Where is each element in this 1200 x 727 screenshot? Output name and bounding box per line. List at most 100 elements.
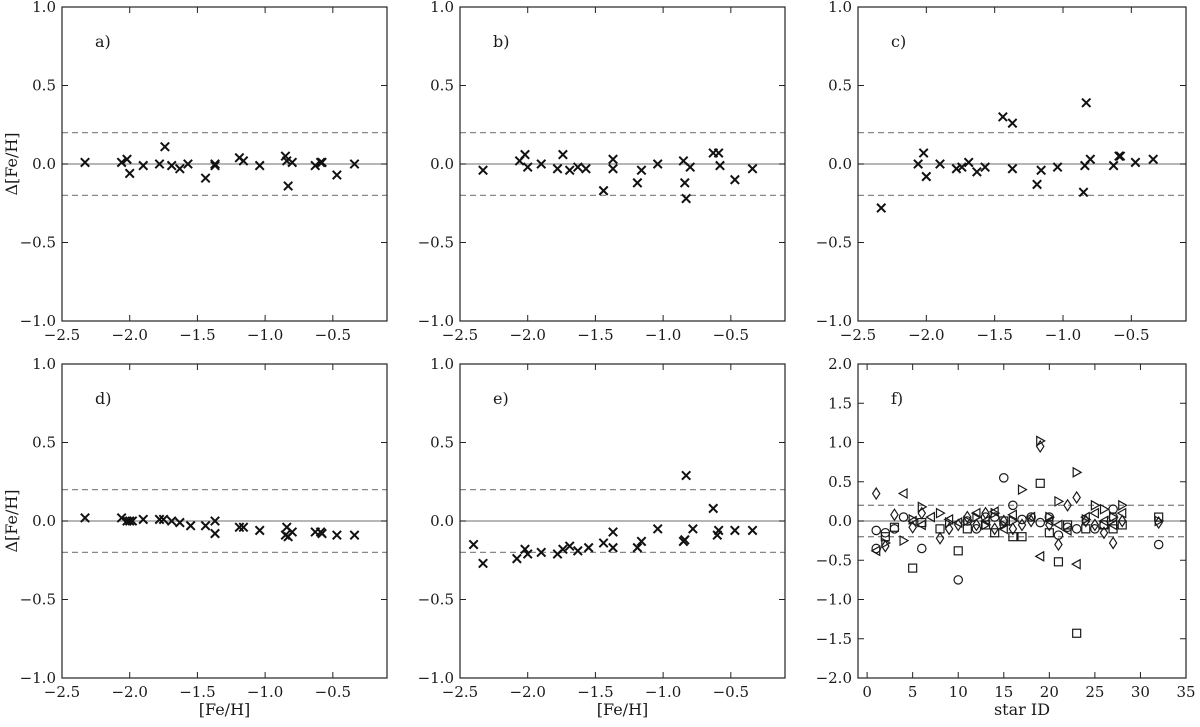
data-point-x <box>154 514 165 525</box>
data-point-triangle-left <box>897 487 908 500</box>
data-point-triangle-left <box>1070 558 1081 570</box>
data-point-x <box>183 159 193 169</box>
data-point-x <box>520 149 530 160</box>
data-point-triangle-left <box>1061 524 1072 536</box>
data-point-x <box>708 503 719 514</box>
data-point-triangle-left <box>1098 515 1109 527</box>
data-point-x <box>287 157 298 168</box>
data-point-x <box>254 525 265 536</box>
x-tick-label: −2.0 <box>509 683 545 701</box>
data-point-x <box>317 528 327 539</box>
data-point-circle <box>971 524 982 534</box>
data-point-diamond <box>972 518 981 532</box>
y-tick-label: 1.0 <box>32 355 56 373</box>
data-point-x <box>283 181 294 191</box>
data-point-x <box>238 155 249 166</box>
data-point-x <box>1036 165 1047 176</box>
data-point-diamond <box>1117 514 1127 528</box>
data-point-x <box>310 160 321 171</box>
data-point-x <box>564 541 575 552</box>
data-point-triangle-right <box>899 535 910 547</box>
data-point-triangle-left <box>1034 550 1045 562</box>
data-point-triangle-right <box>1099 503 1110 515</box>
data-point-x <box>166 516 177 526</box>
data-point-x <box>124 516 135 526</box>
y-tick-label: −0.5 <box>418 234 454 252</box>
y-tick-label: 1.0 <box>828 434 852 452</box>
data-point-diamond <box>890 508 899 522</box>
x-tick-label: 15 <box>994 683 1013 701</box>
data-point-x <box>1078 187 1089 198</box>
x-tick-label: −2.0 <box>908 326 944 344</box>
x-axis-label: [Fe/H] <box>199 700 251 719</box>
data-point-x <box>122 154 132 165</box>
data-point-x <box>154 159 165 169</box>
x-tick-label: −1.5 <box>179 683 215 701</box>
plot-frame <box>459 363 786 679</box>
y-tick-label: 1.0 <box>828 0 852 16</box>
x-tick-label: −0.5 <box>315 326 351 344</box>
data-point-circle <box>1071 524 1082 534</box>
y-tick-label: 0.0 <box>430 512 454 530</box>
y-tick-label: 1.5 <box>828 394 852 412</box>
data-point-x <box>980 162 991 173</box>
data-point-x <box>158 514 169 525</box>
panel-label: a) <box>95 32 111 51</box>
x-tick-label: −2.5 <box>44 683 80 701</box>
plot-frame <box>61 6 388 322</box>
panel-label: b) <box>493 32 509 51</box>
data-point-triangle-left <box>1089 507 1099 519</box>
chart-panel-4: −2.5 −2.0 −1.5 −1.0 −0.5 −1.0 −0.5 0.0 0.5 1.0 d) [… <box>2 355 388 719</box>
data-point-x <box>317 157 327 168</box>
data-point-x <box>963 157 974 168</box>
data-point-triangle-right <box>972 511 983 523</box>
x-tick-label: 0 <box>862 683 872 701</box>
y-tick-label: 0.0 <box>32 512 56 530</box>
x-tick-label: −1.5 <box>577 326 613 344</box>
data-point-triangle-left <box>979 515 990 527</box>
data-point-triangle-left <box>906 515 917 527</box>
data-point-x <box>876 203 887 213</box>
data-point-x <box>572 162 583 173</box>
data-point-square <box>1035 478 1045 488</box>
data-point-square <box>990 528 1000 538</box>
data-point-circle <box>916 543 927 554</box>
data-point-x <box>572 545 583 556</box>
y-axis-label: Δ[Fe/H] <box>2 489 21 552</box>
y-tick-label: −0.5 <box>20 591 56 609</box>
y-tick-label: 1.0 <box>430 0 454 16</box>
plot-frame <box>857 363 1187 679</box>
data-point-x <box>1085 154 1096 165</box>
data-point-x <box>685 162 696 173</box>
y-tick-label: 0.0 <box>828 512 852 530</box>
data-point-x <box>918 148 929 158</box>
y-tick-label: −0.5 <box>20 234 56 252</box>
data-point-x <box>598 185 609 196</box>
y-tick-label: 0.5 <box>430 434 454 452</box>
data-point-x <box>681 193 692 204</box>
x-tick-label: −2.5 <box>44 326 80 344</box>
data-point-x <box>564 165 575 176</box>
data-point-x <box>116 512 127 523</box>
y-tick-label: −0.5 <box>418 591 454 609</box>
data-point-diamond <box>1008 522 1018 536</box>
x-tick-label: −1.5 <box>577 683 613 701</box>
data-point-triangle-left <box>952 517 963 529</box>
data-point-x <box>997 111 1008 122</box>
data-point-x <box>1007 163 1018 174</box>
data-point-diamond <box>990 522 999 536</box>
x-tick-label: −0.5 <box>713 326 749 344</box>
chart-panel-1: −2.5 −2.0 −1.5 −1.0 −0.5 −1.0 −0.5 0.0 0.5 1.0 a) Δ… <box>2 0 388 344</box>
panel-label: f) <box>891 389 903 408</box>
data-point-circle <box>1035 517 1046 528</box>
plot-frame <box>857 6 1187 322</box>
data-point-triangle-left <box>916 519 926 531</box>
data-point-diamond <box>963 510 972 524</box>
data-point-square <box>1117 520 1127 530</box>
data-point-x <box>536 547 547 558</box>
data-point-triangle-right <box>881 537 892 549</box>
data-point-circle <box>1017 514 1027 525</box>
data-point-x <box>681 470 692 481</box>
y-tick-label: 2.0 <box>828 355 852 373</box>
